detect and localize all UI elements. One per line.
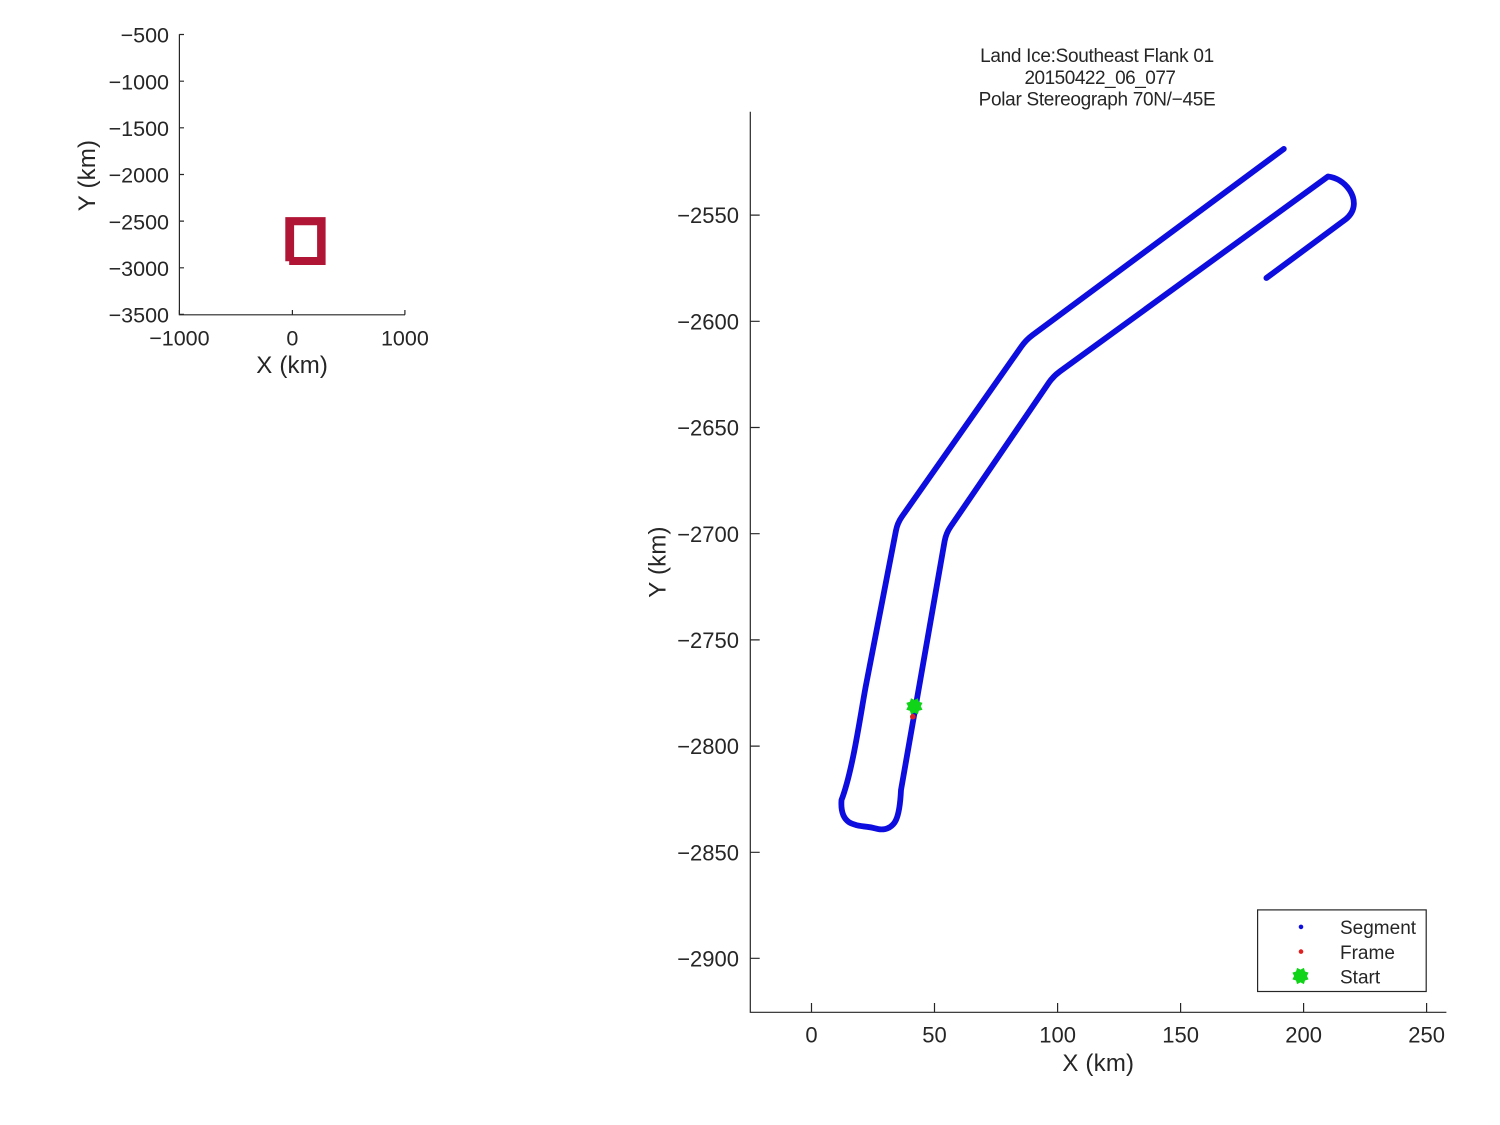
- svg-text:1000: 1000: [381, 326, 429, 350]
- svg-text:−2750: −2750: [677, 628, 739, 653]
- svg-text:20150422_06_077: 20150422_06_077: [1024, 68, 1175, 89]
- svg-text:−2650: −2650: [677, 416, 739, 441]
- svg-text:Polar Stereograph 70N/−45E: Polar Stereograph 70N/−45E: [979, 89, 1216, 110]
- svg-text:−1500: −1500: [109, 117, 169, 141]
- svg-text:Segment: Segment: [1340, 918, 1417, 939]
- svg-text:X (km): X (km): [256, 352, 328, 379]
- svg-text:Land Ice:Southeast Flank 01: Land Ice:Southeast Flank 01: [980, 46, 1214, 67]
- svg-text:X (km): X (km): [1062, 1050, 1134, 1077]
- svg-text:200: 200: [1285, 1022, 1322, 1047]
- svg-text:−2600: −2600: [677, 309, 739, 334]
- svg-text:−2500: −2500: [109, 210, 169, 234]
- svg-text:0: 0: [286, 326, 298, 350]
- svg-text:−1000: −1000: [109, 70, 169, 94]
- svg-text:−2900: −2900: [677, 946, 739, 971]
- svg-text:150: 150: [1162, 1022, 1199, 1047]
- svg-text:−2850: −2850: [677, 840, 739, 865]
- svg-text:−2800: −2800: [677, 734, 739, 759]
- svg-text:100: 100: [1039, 1022, 1076, 1047]
- svg-text:Start: Start: [1340, 967, 1381, 988]
- svg-text:−3500: −3500: [109, 304, 169, 328]
- svg-text:−1000: −1000: [149, 326, 209, 350]
- svg-text:−500: −500: [121, 24, 169, 48]
- svg-text:250: 250: [1408, 1022, 1445, 1047]
- svg-text:−2550: −2550: [677, 203, 739, 228]
- svg-text:Y (km): Y (km): [645, 526, 672, 597]
- svg-text:−2700: −2700: [677, 522, 739, 547]
- svg-text:Y (km): Y (km): [74, 140, 101, 211]
- svg-text:50: 50: [922, 1022, 946, 1047]
- svg-text:0: 0: [805, 1022, 817, 1047]
- svg-text:−2000: −2000: [109, 164, 169, 188]
- svg-text:−3000: −3000: [109, 257, 169, 281]
- svg-text:Frame: Frame: [1340, 943, 1395, 964]
